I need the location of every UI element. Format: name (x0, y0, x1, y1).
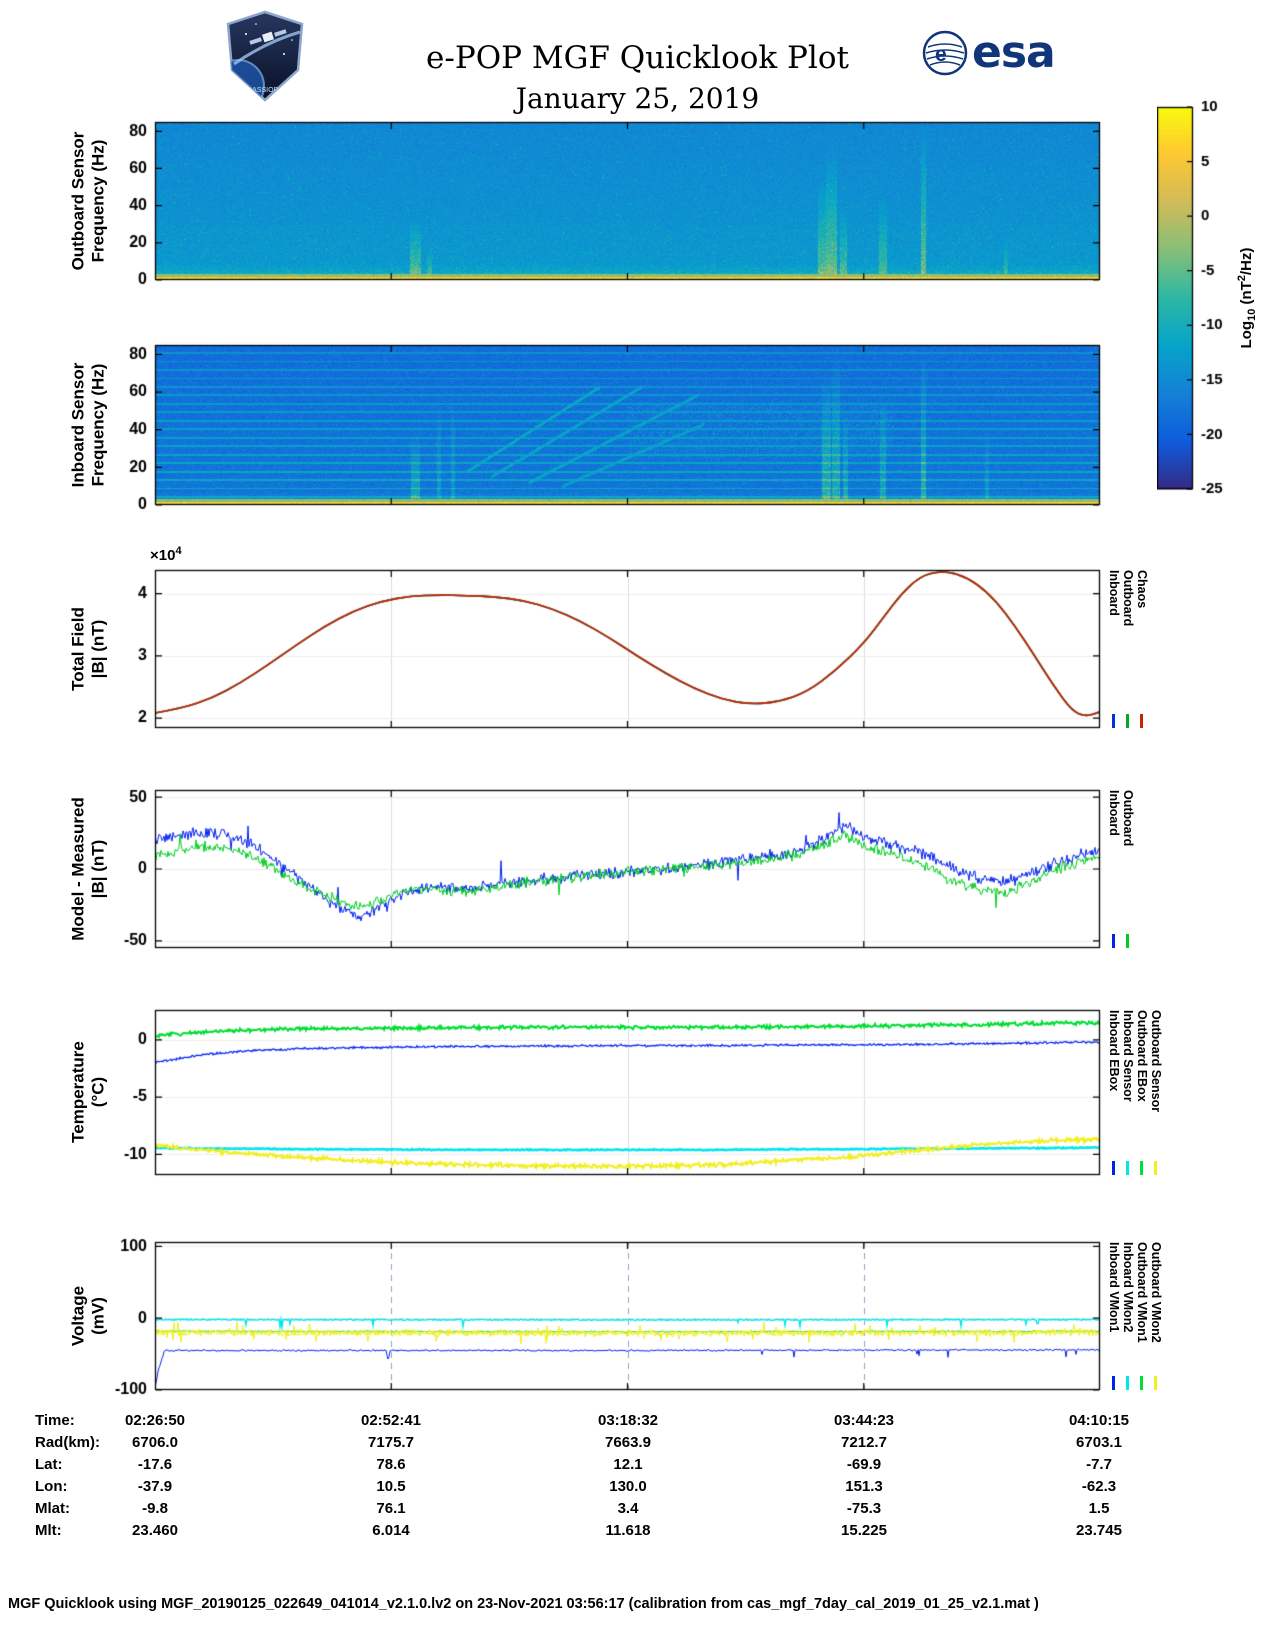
table-cell: -62.3 (1081, 1478, 1117, 1495)
row-label: Mlat: (35, 1500, 70, 1517)
legend-color-dash (1139, 714, 1143, 728)
table-row-rad: Rad(km): 6706.0 7175.7 7663.9 7212.7 670… (0, 1434, 1275, 1454)
model-measured-legend: Inboard Outboard (1106, 790, 1135, 948)
table-cell: -17.6 (137, 1456, 173, 1473)
cassiope-logo-text: CASSIOPE (247, 87, 283, 94)
page-subtitle: January 25, 2019 (515, 82, 760, 115)
legend-color-dash (1111, 934, 1115, 948)
legend-label-outboard-vmon1: Outboard VMon1 (1135, 1242, 1149, 1343)
ylabel-inboard-spectrogram: Inboard Sensor Frequency (Hz) (68, 362, 108, 488)
table-cell: -37.9 (137, 1478, 173, 1495)
table-cell: 03:44:23 (833, 1412, 895, 1429)
legend-color-dash (1125, 1161, 1129, 1175)
table-cell: 12.1 (613, 1456, 643, 1473)
table-cell: 03:18:32 (597, 1412, 659, 1429)
row-label: Lat: (35, 1456, 63, 1473)
page-title: e-POP MGF Quicklook Plot (426, 40, 849, 76)
legend-label-outboard-vmon2: Outboard VMon2 (1149, 1242, 1163, 1343)
table-cell: 11.618 (605, 1522, 651, 1539)
legend-label-outboard-ebox: Outboard EBox (1135, 1010, 1149, 1102)
svg-text:e: e (935, 43, 947, 66)
table-row-lon: Lon: -37.9 10.5 130.0 151.3 -62.3 (0, 1478, 1275, 1498)
ylabel-outboard-spectrogram: Outboard Sensor Frequency (Hz) (68, 131, 108, 271)
legend-label-inboard: Inboard (1107, 790, 1121, 836)
table-cell: 10.5 (376, 1478, 406, 1495)
table-cell: 6703.1 (1076, 1434, 1122, 1451)
legend-label-outboard: Outboard (1121, 790, 1135, 847)
cassiope-mission-logo: CASSIOPE (222, 10, 308, 107)
table-cell: 7212.7 (841, 1434, 887, 1451)
table-cell: 130.0 (609, 1478, 647, 1495)
ylabel-voltage: Voltage (mV) (68, 1285, 108, 1347)
row-label: Rad(km): (35, 1434, 101, 1451)
legend-color-dash (1111, 1161, 1115, 1175)
total-field-legend: Inboard Outboard Chaos (1106, 570, 1149, 728)
table-cell: 6.014 (372, 1522, 410, 1539)
ylabel-model-measured: Model - Measured |B| (nT) (68, 797, 108, 941)
table-cell: 76.1 (376, 1500, 406, 1517)
table-cell: 151.3 (845, 1478, 883, 1495)
outboard-spectrogram (95, 110, 1105, 292)
legend-label-outboard: Outboard (1121, 570, 1135, 627)
table-cell: 04:10:15 (1068, 1412, 1130, 1429)
esa-logo: e esa (922, 27, 1056, 78)
legend-label-inboard-vmon2: Inboard VMon2 (1121, 1242, 1135, 1333)
legend-label-inboard-vmon1: Inboard VMon1 (1107, 1242, 1121, 1333)
table-cell: 02:26:50 (124, 1412, 186, 1429)
table-cell: 1.5 (1088, 1500, 1110, 1517)
table-cell: 23.460 (132, 1522, 178, 1539)
table-row-mlt: Mlt: 23.460 6.014 11.618 15.225 23.745 (0, 1522, 1275, 1542)
model-measured-plot (95, 778, 1105, 960)
table-cell: 7663.9 (605, 1434, 651, 1451)
ylabel-total-field: Total Field |B| (nT) (68, 607, 108, 691)
voltage-legend: Inboard VMon1 Inboard VMon2 Outboard VMo… (1106, 1242, 1163, 1390)
cassiope-patch-icon: CASSIOPE (226, 10, 304, 102)
temperature-plot (95, 998, 1105, 1187)
table-row-time: Time: 02:26:50 02:52:41 03:18:32 03:44:2… (0, 1412, 1275, 1432)
legend-color-dash (1111, 1376, 1115, 1390)
legend-color-dash (1125, 934, 1129, 948)
row-label: Lon: (35, 1478, 68, 1495)
legend-color-dash (1139, 1376, 1143, 1390)
table-row-lat: Lat: -17.6 78.6 12.1 -69.9 -7.7 (0, 1456, 1275, 1476)
table-cell: 15.225 (841, 1522, 887, 1539)
row-label: Time: (35, 1412, 75, 1429)
table-cell: 6706.0 (132, 1434, 178, 1451)
row-label: Mlt: (35, 1522, 62, 1539)
colorbar-label: Log10 (nT2/Hz) (1236, 247, 1258, 349)
table-cell: 3.4 (617, 1500, 639, 1517)
legend-label-chaos: Chaos (1135, 570, 1149, 609)
footer-caption: MGF Quicklook using MGF_20190125_022649_… (8, 1596, 1039, 1612)
legend-label-outboard-sensor: Outboard Sensor (1149, 1010, 1163, 1113)
legend-color-dash (1139, 1161, 1143, 1175)
legend-label-inboard-sensor: Inboard Sensor (1121, 1010, 1135, 1102)
legend-color-dash (1111, 714, 1115, 728)
table-cell: -9.8 (142, 1500, 168, 1517)
table-cell: 23.745 (1076, 1522, 1122, 1539)
esa-emblem-icon: e (922, 30, 968, 76)
total-field-scale-label: ×104 (150, 545, 182, 564)
legend-color-dash (1125, 714, 1129, 728)
table-cell: -75.3 (846, 1500, 882, 1517)
table-cell: 7175.7 (368, 1434, 414, 1451)
table-cell: 78.6 (376, 1456, 406, 1473)
table-cell: -7.7 (1086, 1456, 1112, 1473)
inboard-spectrogram (95, 333, 1105, 517)
ylabel-temperature: Temperature (°C) (68, 1041, 108, 1143)
legend-label-inboard-ebox: Inboard EBox (1107, 1010, 1121, 1092)
legend-color-dash (1125, 1376, 1129, 1390)
esa-logo-text: esa (972, 27, 1056, 78)
voltage-plot (95, 1230, 1105, 1402)
legend-color-dash (1153, 1376, 1157, 1390)
colorbar (1157, 95, 1245, 501)
legend-color-dash (1153, 1161, 1157, 1175)
table-cell: 02:52:41 (360, 1412, 422, 1429)
total-field-plot (95, 558, 1105, 740)
table-cell: -69.9 (846, 1456, 882, 1473)
table-row-mlat: Mlat: -9.8 76.1 3.4 -75.3 1.5 (0, 1500, 1275, 1520)
temperature-legend: Inboard EBox Inboard Sensor Outboard EBo… (1106, 1010, 1163, 1175)
legend-label-inboard: Inboard (1107, 570, 1121, 616)
